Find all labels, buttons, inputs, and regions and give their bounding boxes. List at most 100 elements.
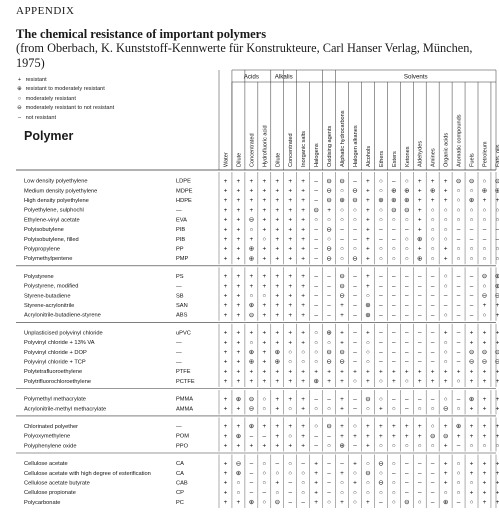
resistance-rating: – <box>405 339 409 346</box>
resistance-rating: ○ <box>483 312 487 319</box>
resistance-rating: + <box>288 217 292 224</box>
resistance-rating: + <box>366 197 370 204</box>
resistance-rating: ○ <box>431 246 435 253</box>
resistance-rating: – <box>379 339 383 346</box>
resistance-rating: ○ <box>392 443 396 450</box>
resistance-rating: ⊖ <box>482 293 487 300</box>
resistance-rating: – <box>327 273 331 280</box>
resistance-rating: + <box>418 246 422 253</box>
group-header-alkalis: Alkalis <box>275 74 293 81</box>
polymer-abbreviation: uPVC <box>176 330 191 336</box>
resistance-rating: + <box>262 273 266 280</box>
resistance-rating: + <box>237 349 241 356</box>
resistance-rating: – <box>496 236 499 243</box>
resistance-rating: + <box>470 423 474 430</box>
resistance-rating: + <box>262 359 266 366</box>
resistance-rating: – <box>418 273 422 280</box>
resistance-rating: + <box>418 197 422 204</box>
resistance-rating: ○ <box>483 207 487 214</box>
legend-item: + resistant <box>15 76 114 85</box>
resistance-rating: ○ <box>340 188 344 195</box>
resistance-rating: + <box>301 423 305 430</box>
resistance-rating: ⊖ <box>469 349 474 356</box>
resistance-rating: – <box>353 349 357 356</box>
resistance-rating: – <box>379 359 383 366</box>
resistance-rating: ○ <box>314 423 318 430</box>
resistance-rating: ○ <box>262 480 266 487</box>
resistance-rating: + <box>314 470 318 477</box>
resistance-rating: ⊖ <box>482 273 487 280</box>
polymer-abbreviation: PTFE <box>176 369 191 375</box>
resistance-rating: + <box>288 273 292 280</box>
resistance-rating: ⊖ <box>404 207 409 214</box>
resistance-rating: ○ <box>366 480 370 487</box>
column-header: Aliphatic hydrocarbons <box>340 110 346 167</box>
resistance-rating: ⊕ <box>391 197 396 204</box>
resistance-rating: ○ <box>262 236 266 243</box>
resistance-rating: + <box>392 368 396 375</box>
resistance-rating: ⊕ <box>339 443 344 450</box>
resistance-rating: ○ <box>262 406 266 413</box>
legend-symbol: – <box>17 114 22 121</box>
resistance-rating: + <box>262 423 266 430</box>
resistance-rating: – <box>327 480 331 487</box>
polymer-name: Cellulose acetate with high degree of es… <box>24 471 151 477</box>
resistance-rating: + <box>418 226 422 233</box>
resistance-rating: + <box>224 378 228 385</box>
resistance-rating: + <box>366 433 370 440</box>
resistance-rating: ○ <box>249 293 253 300</box>
resistance-rating: + <box>496 396 499 403</box>
resistance-rating: + <box>288 255 292 262</box>
resistance-rating: + <box>224 460 228 467</box>
resistance-rating: ○ <box>353 470 357 477</box>
resistance-rating: – <box>431 302 435 309</box>
polymer-abbreviation: PIB <box>176 237 185 243</box>
resistance-rating: – <box>353 312 357 319</box>
resistance-rating: – <box>483 226 487 233</box>
resistance-rating: ⊖ <box>352 188 357 195</box>
resistance-rating: – <box>418 330 422 337</box>
resistance-rating: – <box>275 460 279 467</box>
column-header: Concentrated <box>288 133 294 167</box>
resistance-rating: – <box>483 236 487 243</box>
resistance-rating: ○ <box>457 489 461 496</box>
resistance-rating: + <box>483 499 487 506</box>
page-title: The chemical resistance of important pol… <box>16 27 267 41</box>
resistance-rating: + <box>288 339 292 346</box>
resistance-rating: + <box>262 349 266 356</box>
resistance-rating: – <box>405 330 409 337</box>
resistance-rating: ○ <box>353 207 357 214</box>
resistance-rating: ○ <box>288 359 292 366</box>
resistance-rating: – <box>457 359 461 366</box>
resistance-rating: + <box>288 423 292 430</box>
resistance-rating: ○ <box>327 443 331 450</box>
column-header: Esters <box>392 151 398 167</box>
resistance-rating: ⊕ <box>249 423 254 430</box>
resistance-rating: ○ <box>301 359 305 366</box>
legend-item: ⊕ resistant to moderately resistant <box>15 85 114 94</box>
resistance-rating: + <box>366 273 370 280</box>
resistance-rating: + <box>288 246 292 253</box>
resistance-rating: – <box>353 359 357 366</box>
polymer-abbreviation: PCTFE <box>176 379 195 385</box>
resistance-rating: + <box>444 470 448 477</box>
polymer-abbreviation: CAB <box>176 481 188 487</box>
polymer-name: Polymethyl methacrylate <box>24 397 86 403</box>
resistance-rating: + <box>405 368 409 375</box>
resistance-rating: + <box>262 188 266 195</box>
resistance-rating: ○ <box>379 396 383 403</box>
resistance-rating: – <box>314 178 318 185</box>
resistance-rating: – <box>327 489 331 496</box>
resistance-rating: + <box>340 302 344 309</box>
column-header: Hydrofluoric acid <box>262 125 268 167</box>
resistance-rating: + <box>224 368 228 375</box>
resistance-rating: ○ <box>483 246 487 253</box>
resistance-rating: + <box>288 226 292 233</box>
resistance-rating: – <box>379 273 383 280</box>
resistance-rating: + <box>275 178 279 185</box>
resistance-rating: – <box>405 302 409 309</box>
resistance-rating: + <box>250 273 254 280</box>
resistance-rating: + <box>224 226 228 233</box>
resistance-rating: ⊖ <box>326 188 331 195</box>
resistance-rating: ○ <box>392 217 396 224</box>
